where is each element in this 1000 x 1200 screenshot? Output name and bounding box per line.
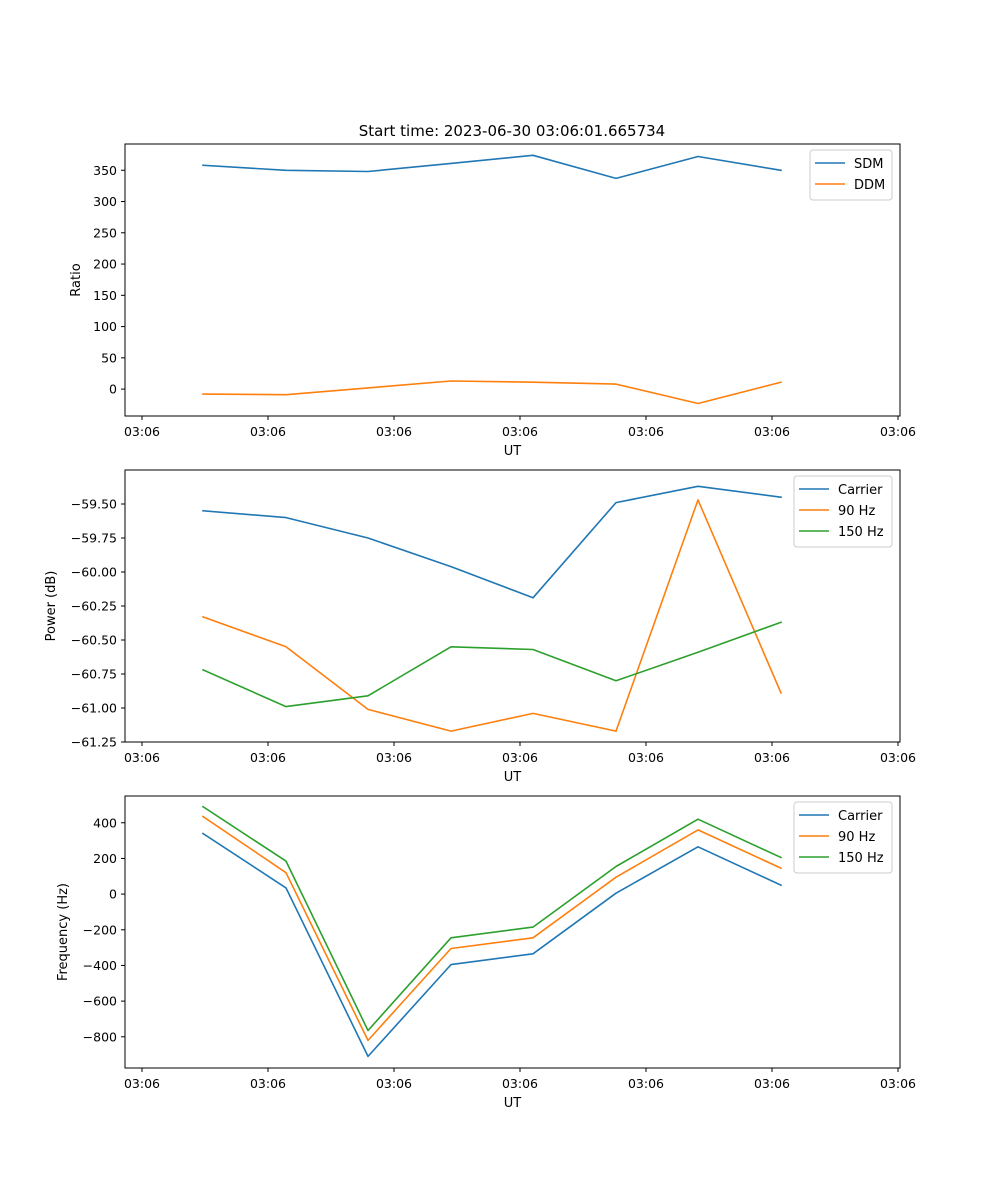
series-line-carrier [202,485,782,599]
panel-1: 0 50 100 150 200 250 300 350 03:06 03:06 03:06 03:0… [69,143,916,459]
y-tick-label: −59.50 [71,497,117,512]
y-tick-label: −60.00 [71,565,117,580]
y-tick-label: −200 [83,922,117,937]
legend: SDM DDM [809,149,893,201]
x-axis-label: UT [504,770,522,785]
y-tick-label: −60.50 [71,633,117,648]
legend: Carrier 90 Hz 150 Hz [793,801,893,874]
x-tick-label: 03:06 [250,424,286,439]
x-tick-label: 03:06 [502,750,538,765]
x-tick-label: 03:06 [628,1076,664,1091]
y-tick-label: −400 [83,958,117,973]
y-tick-label: 350 [93,163,117,178]
y-tick-label: −59.75 [71,531,117,546]
axes-frame [124,469,901,743]
x-tick-label: 03:06 [754,750,790,765]
legend-label: Carrier [838,483,883,498]
x-tick-label: 03:06 [250,750,286,765]
y-tick-label: 400 [93,815,117,830]
x-tick-label: 03:06 [880,1076,916,1091]
x-tick-label: 03:06 [376,750,412,765]
y-axis-label: Power (dB) [44,571,59,642]
x-tick-label: 03:06 [754,424,790,439]
legend-box [793,801,893,874]
legend-label: SDM [854,157,883,172]
x-tick-label: 03:06 [628,424,664,439]
y-tick-label: 150 [93,288,117,303]
x-tick-label: 03:06 [124,1076,160,1091]
y-axis-label: Frequency (Hz) [56,883,71,981]
x-tick-label: 03:06 [250,1076,286,1091]
x-tick-label: 03:06 [502,1076,538,1091]
x-tick-label: 03:06 [880,424,916,439]
y-tick-label: −800 [83,1029,117,1044]
y-tick-label: 200 [93,257,117,272]
y-tick-label: 0 [109,382,117,397]
series-line-sdm [202,154,782,180]
y-tick-label: −61.00 [71,701,117,716]
series-line-150-hz [201,621,783,708]
axes-frame [124,143,901,417]
x-tick-label: 03:06 [376,424,412,439]
x-tick-label: 03:06 [376,1076,412,1091]
x-tick-label: 03:06 [124,750,160,765]
series-line-90-hz [201,815,783,1042]
panel-3: −800 −600 −400 −200 0 200 400 03:06 03:06 03:06 03… [56,795,916,1111]
y-tick-label: 0 [109,887,117,902]
y-tick-label: 200 [93,851,117,866]
x-axis-label: UT [504,1096,522,1111]
legend-label: DDM [854,178,885,193]
series-line-90-hz [201,499,783,732]
series-line-carrier [201,832,783,1058]
y-tick-label: 100 [93,319,117,334]
legend: Carrier 90 Hz 150 Hz [793,475,893,548]
legend-box [793,475,893,548]
x-tick-label: 03:06 [628,750,664,765]
x-axis-label: UT [504,444,522,459]
series-line-150-hz [201,805,783,1032]
panel-2: −61.25 −61.00 −60.75 −60.50 −60.25 −60.00 −59.… [44,469,916,785]
y-tick-label: 50 [101,350,117,365]
y-tick-label: −60.25 [71,599,117,614]
x-tick-label: 03:06 [754,1076,790,1091]
x-tick-label: 03:06 [124,424,160,439]
axes-frame [124,795,901,1069]
y-tick-label: −61.25 [71,735,117,750]
y-tick-label: 300 [93,194,117,209]
x-tick-label: 03:06 [502,424,538,439]
y-tick-label: −60.75 [71,667,117,682]
y-tick-label: −600 [83,994,117,1009]
series-line-ddm [202,380,782,405]
x-tick-label: 03:06 [880,750,916,765]
legend-label: 90 Hz [838,830,875,845]
figure-title: Start time: 2023-06-30 03:06:01.665734 [359,122,665,140]
legend-label: Carrier [838,809,883,824]
y-axis-label: Ratio [69,263,84,296]
legend-label: 90 Hz [838,504,875,519]
legend-label: 150 Hz [838,525,884,540]
legend-label: 150 Hz [838,851,884,866]
y-tick-label: 250 [93,225,117,240]
